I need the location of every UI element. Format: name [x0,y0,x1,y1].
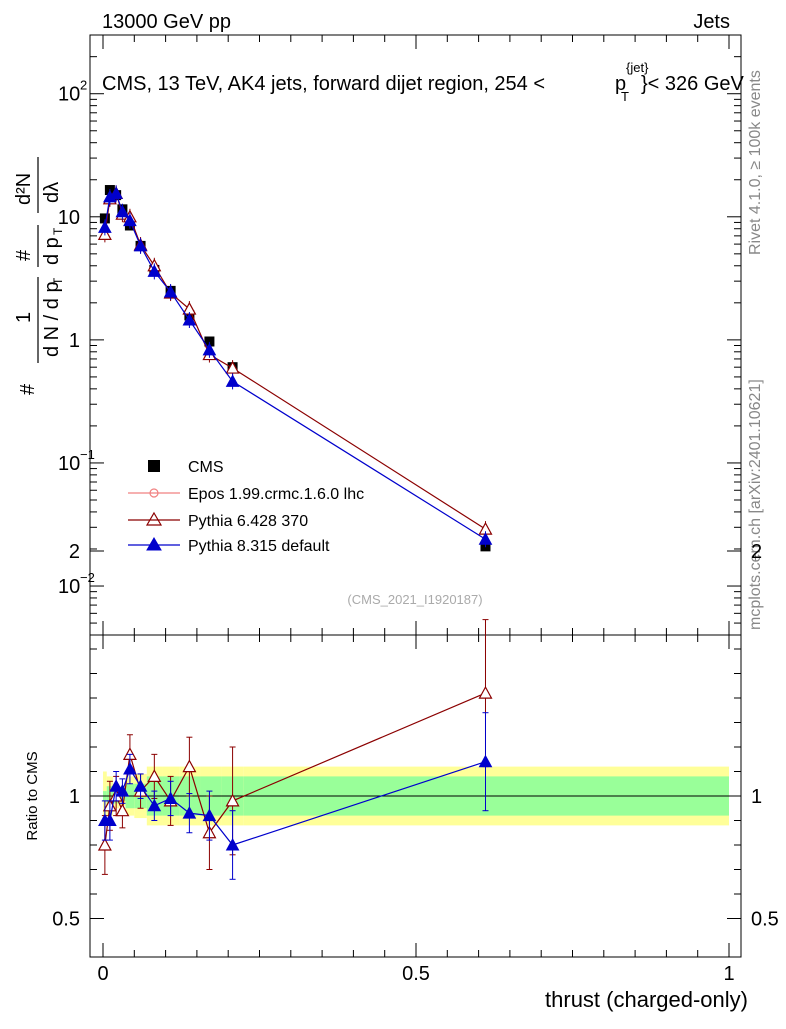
main-y-tick-label: 10 [58,453,80,475]
main-title: CMS, 13 TeV, AK4 jets, forward dijet reg… [102,60,745,104]
ratio-pythia8-point [478,754,493,768]
main-y-tick-label: 10 [58,84,80,106]
ratio-pythia6-point [478,685,493,699]
header-left: 13000 GeV pp [102,11,231,33]
pythia6-data-point [225,360,240,374]
ratio-pythia8-point [133,779,148,792]
ratio-y-tick-label: 0.5 [52,909,80,931]
ylabel-frac-den-sub: T [51,277,65,285]
pythia8-data-point [133,238,148,252]
cms-data-point [99,213,110,224]
main-y-tick-label: 10 [58,576,80,598]
legend-marker-pythia8 [146,537,162,551]
ylabel-frac-den: d N / d p [41,281,63,357]
ratio-pythia8-point [109,779,123,792]
cms-data-point [204,336,215,347]
x-tick-label: 1 [723,963,734,985]
main-y-tick-exponent: 2 [80,78,87,93]
title-prefix: CMS, 13 TeV, AK4 jets, forward dijet reg… [102,73,545,95]
ratio-pythia8-point [147,798,162,812]
ratio-y-tick-label: 2 [69,541,80,563]
ratio-pythia6-point [182,759,197,773]
title-superscript: {jet} [626,60,649,75]
ratio-pythia6-point [115,803,130,817]
pythia8-data-point [478,532,493,545]
analysis-id: (CMS_2021_I1920187) [347,592,482,607]
ratio-series [97,619,493,880]
ratio-pythia8-point [115,784,130,797]
title-p: p [615,73,626,95]
legend-label-cms: CMS [188,459,224,476]
ratio-pythia6-point [147,769,162,783]
ratio-pythia8-point [103,813,117,826]
pythia8-data-point [202,342,217,356]
header-right: Jets [693,11,730,33]
ylabel-hash-left: # [17,383,39,395]
title-subscript: T [621,89,629,104]
legend-marker-epos [149,488,159,498]
legend-marker-cms [148,460,160,472]
ratio-pythia8-point [123,762,137,775]
ratio-pythia8-point [182,806,197,819]
pythia8-data-point [225,374,240,387]
rivet-version: Rivet 4.1.0, ≥ 100k events [747,70,764,255]
ylabel-second-den-sub: T [51,227,65,235]
ratio-pythia8-point [225,837,240,851]
ratio-y-tick-label: 1 [69,786,80,808]
x-tick-label: 0.5 [402,963,430,985]
legend-label-pythia6: Pythia 6.428 370 [188,513,308,530]
ylabel-d2n: d²N [13,173,35,205]
ratio-pythia8-point [202,808,217,822]
main-y-tick-exponent: −1 [80,447,95,462]
ratio-pythia8-point [163,791,178,804]
ylabel-dlambda: dλ [41,182,63,203]
main-ylabel: # 1 d N / d p T # d p T d²N dλ [13,157,65,395]
pythia8-data-point [163,284,178,298]
title-suffix: }< 326 GeV [641,73,745,95]
ratio-y-tick-label-right: 2 [751,541,762,563]
legend-label-pythia8: Pythia 8.315 default [188,538,330,555]
legend-label-epos: Epos 1.99.crmc.1.6.0 lhc [188,486,364,503]
ylabel-second-den: d p [41,237,63,265]
pythia8-data-point [115,204,130,218]
ratio-pythia6-point [225,793,240,807]
x-axis-label: thrust (charged-only) [545,987,748,1012]
pythia8-data-point [147,264,162,277]
ratio-y-tick-label-right: 0.5 [751,909,779,931]
legend-marker-pythia6 [145,511,163,526]
pythia8-data-point [109,186,123,199]
mcplots-credit: mcplots.cern.ch [arXiv:2401.10621] [747,379,764,630]
ylabel-second-hash: # [13,249,35,261]
legend: CMS Epos 1.99.crmc.1.6.0 lhc Pythia 6.42… [128,459,364,555]
data-series [97,185,493,552]
main-y-tick-label: 1 [69,330,80,352]
series-line-1 [104,192,486,530]
pythia8-data-point [123,213,137,227]
ratio-pythia6-point [97,837,112,851]
pythia8-data-point [98,220,112,233]
ylabel-frac-num: 1 [13,312,35,323]
main-y-tick-label: 10 [58,207,80,229]
ratio-ylabel: Ratio to CMS [24,751,41,840]
main-y-tick-exponent: −2 [80,570,95,585]
ratio-y-tick-label-right: 1 [751,786,762,808]
x-tick-label: 0 [97,963,108,985]
pythia8-data-point [182,312,197,326]
